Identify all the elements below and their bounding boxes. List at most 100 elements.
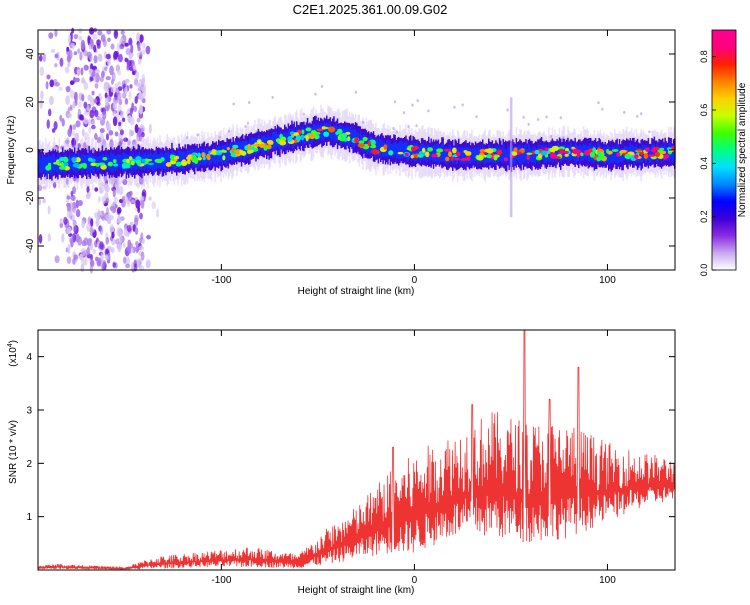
spectrogram-speck [302,112,305,116]
spectrogram-core-cell [663,146,665,162]
spectrogram-noise-cell [88,127,92,134]
spectrogram-noise-cell [72,225,77,232]
spectrogram-peak-cell [427,147,434,152]
spectrogram-noise-cell [102,38,107,48]
spectrogram-noise-cell [124,86,128,95]
spectrogram-noise-cell [59,218,63,224]
spectrogram-core-cell [330,126,333,141]
spectrogram-noise-cell [98,53,103,63]
spectrogram-noise-cell [51,128,56,133]
spectrogram-peak-cell [235,149,240,155]
spectrogram-noise-cell [105,53,111,60]
spectrogram-peak-cell [486,148,494,154]
spectrogram-peak-cell [59,157,66,162]
spectrogram-peak-cell [645,147,650,152]
spectrogram-peak-cell [173,156,180,160]
spectrogram-speck [549,134,553,138]
spectrogram-core-cell [501,148,503,163]
spectrogram-noise-cell [67,106,73,111]
spectrogram-peak-cell [580,152,584,157]
spectrogram-noise-cell [118,141,123,147]
spectrogram-speck [461,103,464,107]
spectrogram-core-cell [647,146,650,161]
spectrogram-noise-cell [37,184,43,192]
spectrogram-core-cell [411,146,413,161]
spectrogram-peak-cell [454,157,460,161]
spectrogram-noise-cell [117,104,122,113]
spectrogram-noise-cell [47,205,51,215]
spectrogram-noise-cell [128,37,133,46]
spectrogram-noise-cell [106,213,110,224]
spectrogram-peak-cell [452,147,457,154]
colorbar-tick-label-3: 0.6 [699,104,709,117]
spectrogram-peak-cell [160,157,165,162]
spectrogram-peak-cell [327,126,336,133]
spectrogram-noise-cell [80,263,85,273]
spectrogram-peak-cell [201,152,205,158]
spectrogram-peak-cell [388,150,394,156]
spectrogram-core-cell [430,146,432,160]
spectrogram-core-cell [273,131,275,149]
spectrogram-core-cell [606,145,609,163]
spectrogram-noise-cell [86,222,91,232]
spectrogram-noise-cell [77,200,83,207]
spectrogram-peak-cell [436,153,441,156]
spectrogram-core-cell [666,146,669,162]
spectrogram-speck [407,124,410,128]
spectrogram-core-cell [370,135,372,155]
spectrogram-peak-cell [278,140,287,146]
spectrogram-noise-cell [134,226,139,235]
spectrogram-peak-cell [611,149,619,152]
spectrogram-peak-cell [456,151,461,157]
spectrogram-noise-cell [81,240,87,247]
spectrogram-y-tick-label-1: -20 [25,190,36,205]
spectrogram-noise-cell [115,87,120,97]
spectrogram-core-cell [461,147,464,164]
spectrogram-peak-cell [564,153,569,157]
spectrogram-core-cell [504,148,507,164]
spectrogram-peak-cell [347,136,351,142]
spectrogram-peak-cell [323,131,330,137]
spectrogram-noise-cell [54,255,60,264]
spectrogram-peak-cell [445,156,450,162]
spectrogram-core-cell [228,143,231,160]
spectrogram-speck [527,122,530,126]
spectrogram-noise-cell [116,218,122,224]
spectrogram-noise-cell [124,78,130,83]
spectrogram-noise-cell [139,212,143,220]
spectrogram-noise-cell [94,68,100,74]
spectrogram-noise-cell [136,182,140,188]
spectrogram-core-cell [369,137,371,156]
spectrogram-noise-cell [52,181,57,189]
spectrogram-peak-cell [463,149,468,154]
spectrogram-core-cell [100,155,102,169]
spectrogram-peak-cell [247,143,251,150]
spectrogram-peak-cell [558,146,565,151]
spectrogram-core-cell [502,144,504,163]
spectrogram-noise-cell [128,128,133,137]
snr-x-tick-label-1: 0 [412,575,418,586]
spectrogram-noise-cell [73,34,79,40]
spectrogram-core-cell [334,125,336,142]
spectrogram-core-cell [402,143,405,158]
spectrogram-core-cell [185,153,188,167]
spectrogram-noise-cell [67,113,72,118]
spectrogram-speck [506,108,509,112]
spectrogram-core-cell [166,153,168,167]
spectrogram-core-cell [394,142,396,155]
spectrogram-peak-cell [540,150,548,156]
spectrogram-core-cell [77,155,80,171]
spectrogram-noise-cell [110,43,115,50]
spectrogram-noise-cell [94,187,99,192]
spectrogram-core-cell [464,146,466,165]
spectrogram-peak-cell [165,162,172,167]
spectrogram-peak-cell [634,154,639,160]
spectrogram-noise-cell [90,218,94,227]
spectrogram-noise-cell [115,186,119,194]
spectrogram-noise-cell [66,54,72,63]
spectrogram-peak-cell [316,128,324,132]
spectrogram-core-cell [473,149,476,164]
spectrogram-noise-cell [81,220,86,229]
spectrogram-peak-cell [240,150,247,156]
spectrogram-noise-cell [80,67,84,76]
